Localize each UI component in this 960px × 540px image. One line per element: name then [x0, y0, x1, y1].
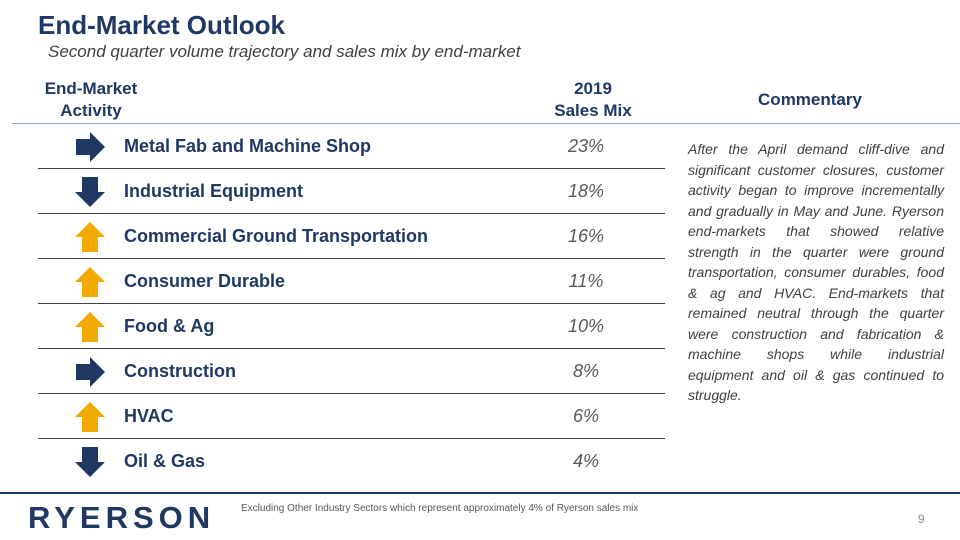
- end-market-name: Commercial Ground Transportation: [124, 226, 429, 246]
- commentary-text: After the April demand cliff-dive and si…: [688, 141, 944, 403]
- header-mix-line2: Sales Mix: [554, 101, 632, 120]
- page-subtitle: Second quarter volume trajectory and sal…: [48, 42, 521, 61]
- sales-mix-value: 8%: [572, 361, 599, 381]
- footer-note: Excluding Other Industry Sectors which r…: [241, 503, 639, 514]
- end-market-name: HVAC: [124, 406, 174, 426]
- header-commentary: Commentary: [758, 90, 862, 109]
- footer-divider: [0, 492, 960, 494]
- header-mix-line1: 2019: [574, 79, 612, 98]
- sales-mix-value: 16%: [567, 226, 605, 246]
- arrow-down-icon: [75, 447, 105, 477]
- header-sales-mix: 2019 Sales Mix: [538, 78, 648, 122]
- table-row: Metal Fab and Machine Shop 23%: [38, 124, 665, 169]
- arrow-up-icon: [75, 312, 105, 342]
- arrow-right-icon: [76, 132, 105, 162]
- sales-mix-value: 18%: [567, 181, 605, 201]
- table-row: Construction 8%: [38, 349, 665, 394]
- page-number: 9: [918, 512, 925, 526]
- sales-mix-value: 11%: [568, 271, 604, 291]
- end-market-name: Metal Fab and Machine Shop: [124, 136, 372, 156]
- table-row: Commercial Ground Transportation 16%: [38, 214, 665, 259]
- arrow-right-icon: [76, 357, 105, 387]
- table-row: Oil & Gas 4%: [38, 439, 665, 484]
- end-market-name: Oil & Gas: [124, 451, 206, 471]
- table-row: HVAC 6%: [38, 394, 665, 439]
- sales-mix-value: 6%: [572, 406, 599, 426]
- table-row: Industrial Equipment 18%: [38, 169, 665, 214]
- table-row: Food & Ag 10%: [38, 304, 665, 349]
- end-market-name: Construction: [124, 361, 236, 381]
- header-divider: [12, 123, 960, 124]
- arrow-down-icon: [75, 177, 105, 207]
- end-market-table: Metal Fab and Machine Shop 23% Industrial …: [38, 124, 665, 484]
- end-market-name: Consumer Durable: [124, 271, 286, 291]
- header-activity: End-Market Activity: [36, 78, 146, 122]
- end-market-name: Food & Ag: [124, 316, 215, 336]
- page-title: End-Market Outlook: [38, 10, 286, 40]
- arrow-up-icon: [75, 402, 105, 432]
- arrow-up-icon: [75, 222, 105, 252]
- sales-mix-value: 4%: [572, 451, 599, 471]
- end-market-name: Industrial Equipment: [124, 181, 304, 201]
- header-activity-line1: End-Market: [44, 79, 138, 98]
- sales-mix-value: 10%: [567, 316, 605, 336]
- header-activity-line2: Activity: [60, 101, 122, 120]
- sales-mix-value: 23%: [567, 136, 605, 156]
- table-row: Consumer Durable 11%: [38, 259, 665, 304]
- ryerson-logo: RYERSON: [28, 500, 216, 535]
- arrow-up-icon: [75, 267, 105, 297]
